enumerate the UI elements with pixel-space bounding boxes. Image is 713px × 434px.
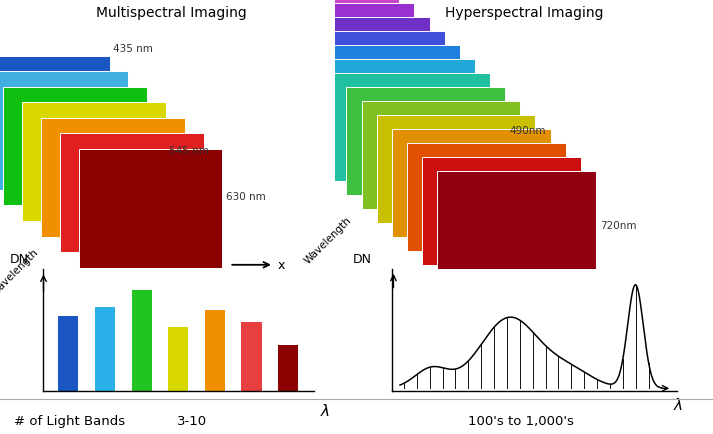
Text: $\lambda$: $\lambda$ xyxy=(320,402,330,418)
Text: 435 nm: 435 nm xyxy=(113,44,153,53)
Bar xyxy=(242,322,262,391)
Polygon shape xyxy=(422,158,580,265)
Polygon shape xyxy=(376,116,535,224)
Polygon shape xyxy=(361,102,520,209)
Text: 100's to 1,000's: 100's to 1,000's xyxy=(468,414,573,427)
Text: Hyperspectral Imaging: Hyperspectral Imaging xyxy=(445,6,603,20)
Bar xyxy=(168,328,188,391)
Polygon shape xyxy=(332,74,490,181)
Text: x: x xyxy=(660,270,667,283)
Polygon shape xyxy=(41,118,185,237)
Text: 545 nm: 545 nm xyxy=(170,145,210,155)
Polygon shape xyxy=(240,0,399,98)
Polygon shape xyxy=(78,149,222,268)
Polygon shape xyxy=(22,103,166,221)
Bar xyxy=(95,308,115,391)
Text: $\lambda$: $\lambda$ xyxy=(672,396,683,412)
Text: 720nm: 720nm xyxy=(600,220,636,230)
Polygon shape xyxy=(347,88,505,195)
Polygon shape xyxy=(301,46,460,154)
Polygon shape xyxy=(4,87,147,206)
Polygon shape xyxy=(437,171,596,279)
Text: 630 nm: 630 nm xyxy=(226,192,266,202)
Text: x: x xyxy=(277,259,284,272)
Polygon shape xyxy=(271,18,429,125)
Bar xyxy=(58,316,78,391)
Polygon shape xyxy=(60,134,204,253)
Polygon shape xyxy=(0,72,128,191)
Text: Multispectral Imaging: Multispectral Imaging xyxy=(96,6,247,20)
Text: Wavelength: Wavelength xyxy=(302,214,353,265)
Text: DN: DN xyxy=(353,253,372,266)
Polygon shape xyxy=(0,56,110,175)
Text: 3-10: 3-10 xyxy=(178,414,207,427)
Polygon shape xyxy=(256,4,414,112)
Polygon shape xyxy=(407,144,565,251)
Text: Wavelength: Wavelength xyxy=(0,247,41,298)
Bar xyxy=(205,311,225,391)
Bar xyxy=(132,290,152,391)
Bar xyxy=(278,345,298,391)
Text: 490nm: 490nm xyxy=(509,126,545,136)
Polygon shape xyxy=(286,32,445,140)
Text: DN: DN xyxy=(10,253,29,266)
Polygon shape xyxy=(316,60,475,168)
Text: # of Light Bands: # of Light Bands xyxy=(14,414,125,427)
Polygon shape xyxy=(392,130,550,237)
